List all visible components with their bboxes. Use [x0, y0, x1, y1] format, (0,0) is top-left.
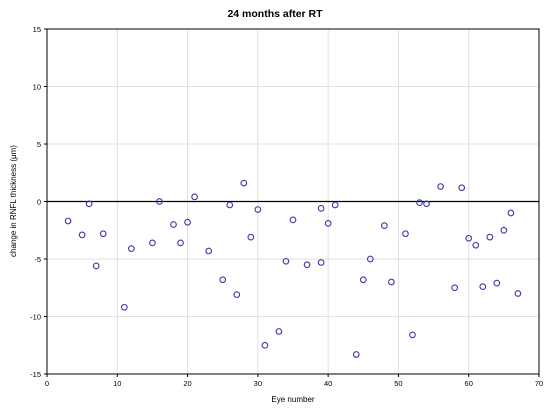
data-point: [149, 239, 156, 247]
x-tick-label: 10: [113, 379, 121, 388]
data-point: [458, 184, 466, 192]
data-point: [381, 222, 388, 229]
x-axis-label: Eye number: [271, 395, 314, 404]
data-point: [233, 291, 241, 299]
data-point: [352, 351, 360, 358]
data-point: [493, 279, 501, 287]
data-point: [402, 230, 409, 238]
y-axis-label: change in RNFL thickness (μm): [9, 145, 18, 257]
data-point: [85, 200, 93, 208]
data-point: [156, 198, 163, 205]
data-point: [366, 255, 374, 263]
data-point: [303, 261, 311, 269]
y-tick-label: 10: [33, 83, 41, 92]
data-point: [507, 209, 515, 217]
data-point: [359, 276, 367, 284]
y-tick-label: -10: [30, 313, 41, 322]
data-point: [514, 290, 522, 297]
x-tick-label: 60: [465, 379, 473, 388]
data-point: [289, 216, 297, 224]
x-tick-label: 70: [535, 379, 543, 388]
data-point: [120, 303, 128, 311]
data-point: [317, 259, 325, 266]
data-point: [282, 257, 290, 265]
data-point: [205, 247, 213, 255]
y-tick-label: 0: [37, 198, 41, 207]
data-point: [261, 341, 269, 349]
data-point: [127, 245, 135, 252]
data-point: [240, 179, 248, 187]
y-axis-ticks: 15 10 5 0 -5 -10 -15: [30, 25, 47, 379]
data-points: [64, 179, 522, 358]
data-point: [388, 278, 395, 286]
data-point: [92, 262, 100, 270]
data-point: [226, 201, 234, 209]
data-point: [275, 328, 283, 335]
data-point: [500, 226, 508, 234]
data-point: [191, 193, 198, 201]
data-point: [324, 220, 332, 227]
data-point: [331, 201, 339, 209]
y-tick-label: 5: [37, 140, 41, 149]
data-point: [472, 241, 480, 249]
y-tick-label: 15: [33, 25, 41, 34]
x-tick-label: 50: [394, 379, 402, 388]
data-point: [416, 199, 423, 206]
chart-title: 24 months after RT: [227, 8, 323, 20]
data-point: [78, 231, 86, 239]
y-tick-label: -5: [34, 255, 41, 264]
data-point: [247, 233, 255, 241]
x-tick-label: 40: [324, 379, 332, 388]
x-tick-label: 30: [254, 379, 262, 388]
x-tick-label: 20: [183, 379, 191, 388]
data-point: [64, 217, 72, 225]
data-point: [219, 276, 227, 284]
data-point: [409, 331, 416, 339]
x-tick-label: 0: [45, 379, 49, 388]
data-point: [177, 239, 184, 247]
data-point: [465, 234, 473, 242]
data-point: [479, 283, 487, 290]
data-point: [451, 284, 459, 292]
data-point: [437, 183, 444, 190]
data-point: [99, 230, 107, 238]
data-point: [423, 200, 430, 208]
data-point: [184, 218, 191, 226]
y-tick-label: -15: [30, 370, 41, 379]
data-point: [486, 233, 494, 241]
data-point: [317, 205, 325, 212]
data-point: [170, 221, 177, 228]
data-point: [254, 206, 262, 213]
x-axis-ticks: 0 10 20 30 40 50 60 70: [45, 374, 543, 388]
